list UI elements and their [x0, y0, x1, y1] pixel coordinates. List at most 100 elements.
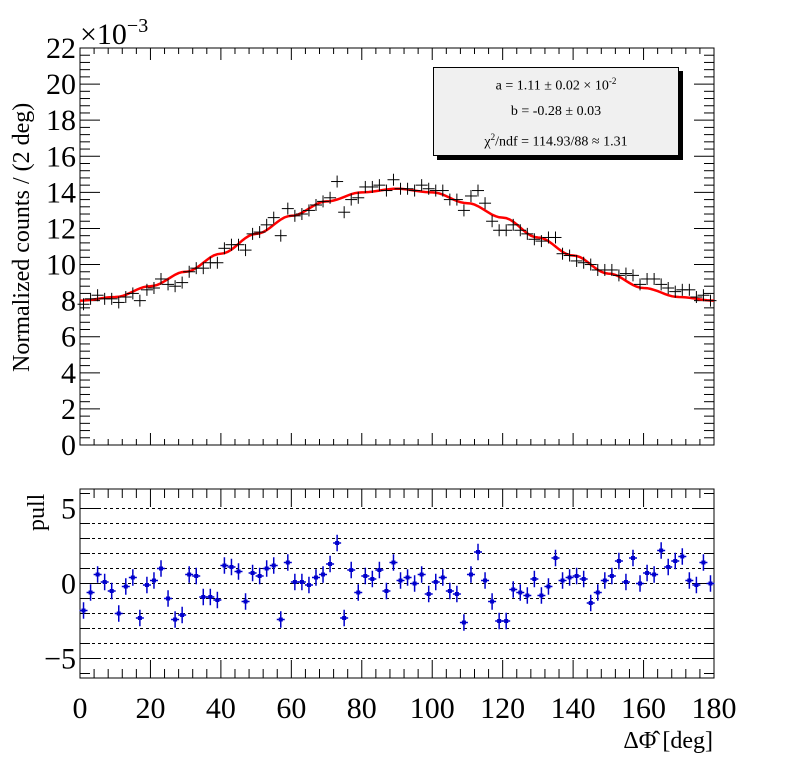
data-point [507, 218, 520, 231]
pull-point [403, 569, 412, 586]
pull-point [178, 606, 187, 624]
pull-panel: −5 0 5 0 20 40 60 80 100 120 140 160 180 pull ΔΦ̂ [… [24, 488, 737, 754]
data-point [450, 193, 463, 206]
pull-point [206, 588, 215, 606]
pull-point [551, 549, 560, 567]
pull-point [276, 611, 285, 628]
data-point [84, 292, 97, 305]
y-tick-label: 8 [61, 285, 76, 318]
pull-point [643, 564, 652, 582]
data-point [472, 184, 485, 197]
pull-point [241, 593, 250, 610]
pull-point [100, 573, 109, 591]
main-data-points [77, 173, 717, 311]
data-point [401, 182, 414, 195]
pull-point [333, 534, 342, 552]
pull-point [572, 567, 581, 585]
pull-point [347, 561, 356, 579]
pull-point [495, 612, 504, 630]
data-point [338, 206, 351, 219]
data-point [626, 269, 639, 282]
data-point [126, 287, 139, 300]
pull-point [488, 593, 497, 610]
pull-point [135, 609, 144, 627]
data-point [373, 179, 386, 192]
data-point [669, 285, 682, 298]
data-point [648, 272, 661, 285]
pull-point [692, 576, 701, 594]
pull-point [396, 572, 405, 589]
pull-point [474, 543, 483, 561]
data-point [528, 233, 541, 246]
y-tick-label: 14 [46, 176, 76, 209]
x-tick-label: 80 [347, 692, 377, 725]
data-point [176, 276, 189, 289]
pull-point [255, 567, 264, 585]
pull-point [664, 558, 673, 576]
pull-point [368, 570, 377, 588]
pull-point [593, 584, 602, 601]
data-point [77, 298, 90, 311]
data-point [408, 184, 421, 197]
data-point [140, 283, 153, 296]
y-tick-label: 2 [61, 393, 76, 426]
data-point [345, 193, 358, 206]
pull-point [706, 575, 715, 592]
data-point [155, 272, 168, 285]
pull-point [304, 576, 313, 594]
pull-dashed-gridlines [80, 508, 714, 659]
data-point [634, 278, 647, 291]
pull-point [220, 557, 229, 574]
pull-point [213, 591, 222, 609]
pull-point [650, 566, 659, 583]
x-axis-label: ΔΦ̂ [deg] [623, 728, 713, 754]
pull-point [262, 560, 271, 577]
pull-point [326, 555, 335, 573]
data-point [479, 197, 492, 210]
data-point [218, 242, 231, 255]
pull-point [544, 578, 553, 595]
pull-point [86, 584, 95, 601]
data-point [239, 244, 252, 257]
data-point [309, 198, 322, 211]
pull-point [685, 572, 694, 589]
pull-point [269, 557, 278, 574]
pull-point [114, 605, 123, 622]
x-tick-label: 180 [692, 692, 737, 725]
data-point [619, 267, 632, 280]
pull-point [354, 584, 363, 601]
data-point [112, 296, 125, 309]
pull-point [530, 570, 539, 588]
pull-point [607, 567, 616, 585]
data-point [704, 294, 717, 307]
data-point [683, 283, 696, 296]
pull-point [678, 548, 687, 565]
pull-point [107, 582, 116, 600]
x-tick-label: 140 [551, 692, 596, 725]
pull-point [311, 569, 320, 586]
x-tick-labels: 0 20 40 60 80 100 120 140 160 180 [73, 692, 737, 725]
data-point [500, 224, 513, 237]
pull-point [185, 566, 194, 583]
data-point [91, 289, 104, 302]
pull-point [417, 566, 426, 583]
data-point [183, 265, 196, 278]
data-point [288, 209, 301, 222]
pull-point [128, 569, 137, 586]
pull-point [424, 585, 433, 603]
data-point [105, 292, 118, 305]
data-point [612, 269, 625, 282]
data-point [352, 191, 365, 204]
data-point [162, 278, 175, 291]
pull-y-tick-label: −5 [44, 643, 76, 676]
pull-point [636, 575, 645, 592]
pull-point [509, 581, 518, 598]
data-point [556, 247, 569, 260]
data-point [147, 282, 160, 295]
data-point [197, 262, 210, 275]
pull-point [121, 578, 130, 595]
data-point [584, 258, 597, 271]
pull-point [671, 552, 680, 570]
data-point [422, 182, 435, 195]
